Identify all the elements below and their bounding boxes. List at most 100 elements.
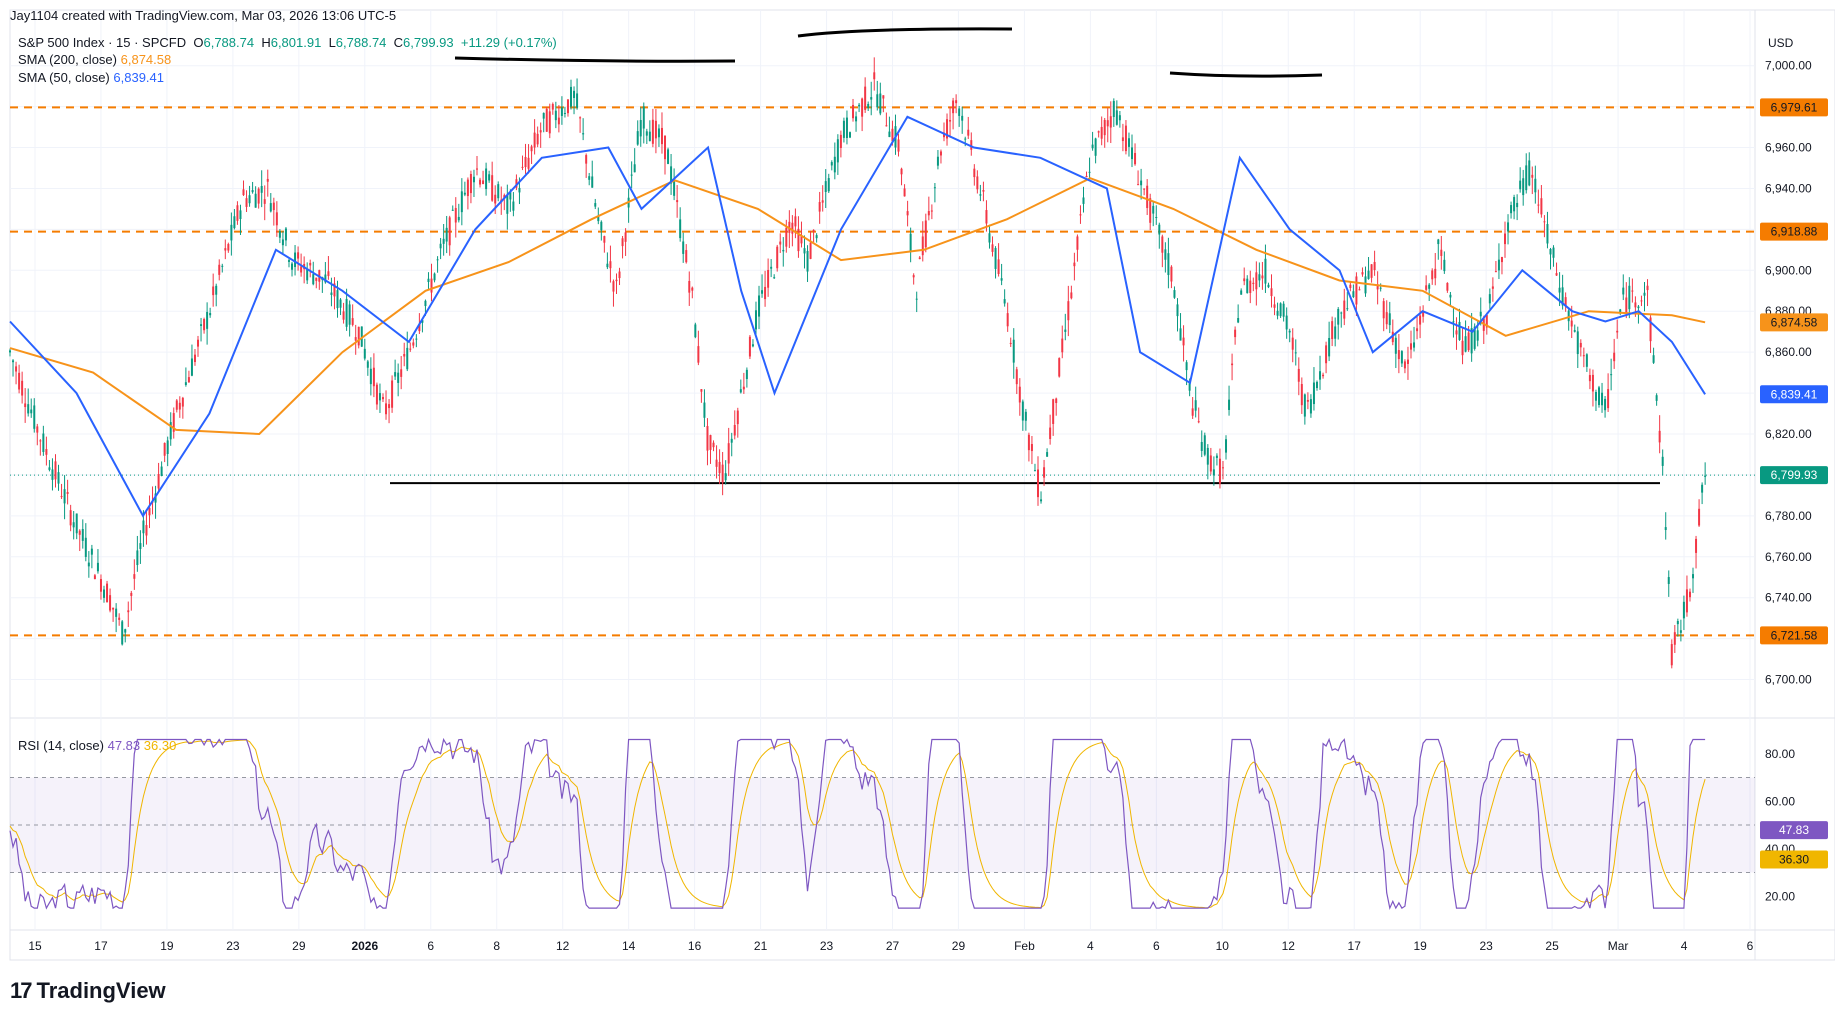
candle-body	[1097, 131, 1100, 133]
candle-body	[1176, 304, 1179, 317]
candle-body	[876, 94, 879, 108]
candle-body	[330, 292, 333, 295]
candle-body	[1525, 165, 1528, 191]
candle-body	[1018, 386, 1021, 403]
candle-body	[691, 287, 694, 291]
candle-body	[1458, 321, 1461, 340]
candle-body	[469, 173, 472, 194]
candle-body	[45, 449, 48, 455]
level-tag	[1760, 626, 1828, 645]
candle-body	[779, 241, 782, 245]
candle-body	[518, 187, 521, 193]
candle-body	[375, 384, 378, 405]
candle-body	[821, 200, 824, 203]
ohlc-legend[interactable]: S&P 500 Index · 15 · SPCFD O6,788.74 H6,…	[18, 35, 557, 50]
candle-body	[1258, 274, 1261, 281]
candle-body	[1613, 352, 1616, 362]
candle-body	[90, 548, 93, 555]
candle-body	[42, 433, 45, 453]
candle-body	[424, 300, 427, 307]
candle-body	[1061, 338, 1064, 353]
low-label: L	[328, 35, 336, 50]
candle-body	[48, 467, 51, 470]
candle-body	[1343, 300, 1346, 319]
candle-body	[542, 112, 545, 119]
candle-body	[1364, 276, 1367, 294]
time-tick-label: 12	[1282, 939, 1296, 953]
candle-body	[818, 202, 821, 212]
candle-body	[1467, 332, 1470, 351]
candle-body	[1170, 266, 1173, 282]
candle-body	[430, 278, 433, 293]
candle-body	[776, 246, 779, 269]
tradingview-logo[interactable]: 17 TradingView	[10, 978, 166, 1004]
candle-body	[39, 440, 42, 442]
candle-body	[1252, 282, 1255, 285]
candle-body	[824, 181, 827, 192]
candle-body	[939, 151, 942, 156]
candle-body	[700, 389, 703, 392]
candle-body	[730, 438, 733, 443]
candle-body	[1531, 174, 1534, 178]
candle-body	[190, 358, 193, 376]
candle-body	[573, 90, 576, 99]
rsi-ma-value: 36.30	[143, 738, 177, 753]
candle-body	[1652, 355, 1655, 363]
candle-body	[624, 232, 627, 242]
candle-body	[855, 116, 858, 122]
sma200-legend[interactable]: SMA (200, close) 6,874.58	[18, 52, 171, 67]
candle-body	[803, 248, 806, 254]
candle-body	[166, 440, 169, 454]
candle-body	[858, 104, 861, 107]
candle-body	[506, 195, 509, 214]
candle-body	[891, 128, 894, 142]
candle-body	[830, 162, 833, 166]
candle-body	[103, 589, 106, 598]
candle-body	[1685, 589, 1688, 613]
candle-body	[397, 372, 400, 383]
candle-body	[1634, 302, 1637, 308]
candle-body	[694, 324, 697, 338]
candle-body	[84, 537, 87, 557]
rsi-legend[interactable]: RSI (14, close) 47.83 36.30	[18, 738, 176, 753]
candle-body	[1701, 484, 1704, 493]
candle-body	[770, 266, 773, 269]
logo-mark-icon: 17	[10, 978, 33, 1003]
candle-body	[754, 310, 757, 330]
drawing-stroke	[454, 56, 736, 63]
candle-body	[381, 397, 384, 400]
candle-body	[1200, 441, 1203, 451]
candle-body	[1628, 285, 1631, 310]
candle-body	[1309, 399, 1312, 414]
sma50-legend[interactable]: SMA (50, close) 6,839.41	[18, 70, 164, 85]
candle-body	[570, 86, 573, 107]
currency-label[interactable]: USD	[1768, 36, 1794, 50]
candle-body	[1400, 351, 1403, 364]
candle-body	[1179, 328, 1182, 341]
candle-body	[1049, 427, 1052, 440]
high-value: 6,801.91	[270, 35, 322, 50]
candle-body	[1373, 261, 1376, 271]
candle-body	[127, 610, 130, 613]
candle-body	[651, 119, 654, 144]
candle-body	[515, 179, 518, 188]
open-label: O	[193, 35, 204, 50]
candle-body	[1052, 399, 1055, 424]
candle-body	[418, 324, 421, 332]
candle-body	[785, 227, 788, 247]
candle-body	[867, 103, 870, 109]
candle-body	[918, 257, 921, 260]
price-tick-label: 7,000.00	[1765, 59, 1812, 73]
symbol-label: S&P 500 Index · 15 · SPCFD	[18, 35, 187, 50]
candle-body	[294, 252, 297, 268]
candle-body	[1379, 287, 1382, 289]
candle-body	[548, 111, 551, 134]
candle-body	[848, 132, 851, 138]
candle-body	[1488, 294, 1491, 304]
candle-body	[527, 157, 530, 169]
candle-body	[63, 489, 66, 504]
candle-body	[142, 520, 145, 534]
time-tick-label: Feb	[1014, 939, 1035, 953]
candle-body	[1346, 308, 1349, 310]
